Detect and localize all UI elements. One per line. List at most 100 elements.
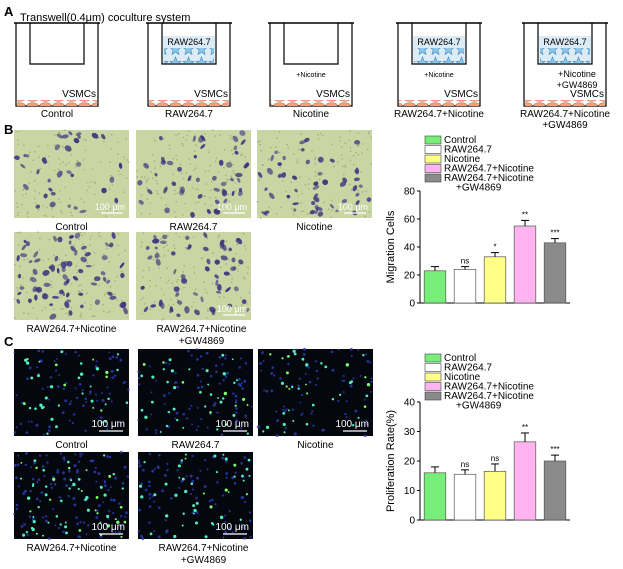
significance-mark: ** bbox=[522, 210, 528, 219]
edu-positive-nucleus bbox=[42, 534, 44, 537]
migrated-cell bbox=[305, 159, 311, 165]
migrated-cell bbox=[119, 262, 125, 269]
migrated-cell bbox=[179, 189, 185, 196]
membrane-pore bbox=[331, 199, 333, 202]
nucleus-dapi bbox=[144, 488, 148, 492]
membrane-pore bbox=[184, 202, 186, 205]
membrane-pore bbox=[14, 190, 17, 192]
membrane-pore bbox=[244, 248, 247, 251]
membrane-pore bbox=[83, 138, 85, 140]
edu-positive-nucleus bbox=[59, 499, 63, 503]
membrane-pore bbox=[16, 206, 19, 208]
membrane-pore bbox=[317, 134, 319, 136]
migrated-cell bbox=[154, 252, 160, 259]
migrated-cell bbox=[264, 210, 270, 215]
migrated-cell bbox=[192, 292, 199, 296]
membrane-pore bbox=[282, 180, 284, 182]
nucleus-dapi bbox=[240, 382, 243, 384]
migrated-cell bbox=[60, 261, 67, 269]
membrane-pore bbox=[19, 231, 21, 234]
edu-positive-nucleus bbox=[150, 400, 154, 404]
edu-positive-nucleus bbox=[181, 381, 185, 384]
membrane-pore bbox=[83, 232, 86, 234]
membrane-pore bbox=[13, 298, 15, 301]
membrane-pore bbox=[311, 150, 313, 152]
membrane-pore bbox=[117, 170, 120, 172]
membrane-pore bbox=[85, 139, 87, 142]
membrane-pore bbox=[293, 153, 295, 156]
edu-positive-nucleus bbox=[64, 525, 68, 529]
nucleus-dapi bbox=[28, 366, 32, 370]
edu-positive-nucleus bbox=[121, 487, 124, 490]
membrane-pore bbox=[13, 317, 16, 319]
fluor-image-label: Control bbox=[55, 440, 87, 451]
membrane-pore bbox=[47, 161, 49, 164]
insert-cell-label: RAW264.7 bbox=[543, 37, 586, 47]
group-name: Control bbox=[41, 109, 73, 120]
migrated-cell bbox=[158, 136, 163, 141]
migrated-cell bbox=[211, 175, 217, 181]
significance-mark: ** bbox=[522, 423, 528, 432]
nucleus-dapi bbox=[196, 476, 199, 480]
migrated-cell bbox=[150, 304, 157, 308]
membrane-pore bbox=[210, 180, 213, 183]
migrated-cell bbox=[195, 177, 201, 183]
nucleus-dapi bbox=[13, 351, 16, 354]
membrane-pore bbox=[65, 163, 67, 166]
membrane-pore bbox=[98, 235, 100, 237]
edu-positive-nucleus bbox=[172, 407, 176, 411]
migrated-cell bbox=[200, 144, 206, 149]
membrane-pore bbox=[83, 201, 85, 203]
nucleus-dapi bbox=[244, 414, 248, 418]
vsmc-label: VSMCs bbox=[194, 89, 228, 100]
membrane-pore bbox=[231, 277, 234, 280]
membrane-pore bbox=[212, 129, 214, 131]
edu-positive-nucleus bbox=[231, 358, 234, 361]
nucleus-dapi bbox=[48, 537, 51, 540]
migrated-cell bbox=[353, 177, 360, 182]
edu-positive-nucleus bbox=[140, 495, 144, 499]
membrane-pore bbox=[260, 149, 262, 152]
nucleus-dapi bbox=[337, 399, 340, 403]
nucleus-dapi bbox=[95, 360, 98, 363]
migrated-cell bbox=[206, 258, 211, 265]
nucleus-dapi bbox=[26, 533, 29, 537]
nucleus-dapi bbox=[151, 469, 155, 473]
membrane-pore bbox=[206, 308, 209, 311]
nucleus-dapi bbox=[138, 508, 141, 512]
migrated-cell bbox=[147, 189, 153, 195]
migrated-cell bbox=[79, 209, 87, 214]
membrane-pore bbox=[38, 192, 41, 194]
migrated-cell bbox=[74, 250, 78, 256]
membrane-pore bbox=[16, 214, 19, 217]
transwell-3: +Nicotine VSMCs Nicotine bbox=[268, 22, 354, 120]
migrated-cell bbox=[314, 193, 319, 198]
membrane-pore bbox=[88, 186, 91, 188]
membrane-pore bbox=[304, 183, 307, 186]
membrane-pore bbox=[167, 234, 169, 237]
membrane-pore bbox=[59, 132, 61, 135]
fluor-image-2: 100 μm RAW264.7 bbox=[137, 348, 253, 451]
membrane-pore bbox=[275, 146, 277, 148]
membrane-pore bbox=[102, 310, 105, 312]
membrane-pore bbox=[114, 280, 117, 282]
edu-positive-nucleus bbox=[35, 466, 38, 470]
membrane-pore bbox=[25, 192, 27, 195]
membrane-pore bbox=[162, 317, 165, 320]
migrated-cell bbox=[48, 187, 53, 192]
edu-positive-nucleus bbox=[232, 413, 236, 417]
nucleus-dapi bbox=[41, 350, 45, 353]
migrated-cell bbox=[232, 135, 239, 143]
membrane-pore bbox=[319, 132, 322, 135]
edu-positive-nucleus bbox=[50, 417, 54, 421]
nucleus-dapi bbox=[93, 470, 97, 474]
membrane-pore bbox=[233, 172, 236, 175]
migrated-cell bbox=[193, 135, 196, 142]
legend-swatch bbox=[424, 154, 442, 164]
membrane-pore bbox=[169, 147, 171, 150]
nucleus-dapi bbox=[103, 481, 107, 484]
edu-positive-nucleus bbox=[138, 484, 143, 488]
migrated-cell bbox=[93, 276, 101, 282]
edu-positive-nucleus bbox=[81, 392, 84, 395]
membrane-pore bbox=[235, 190, 237, 192]
